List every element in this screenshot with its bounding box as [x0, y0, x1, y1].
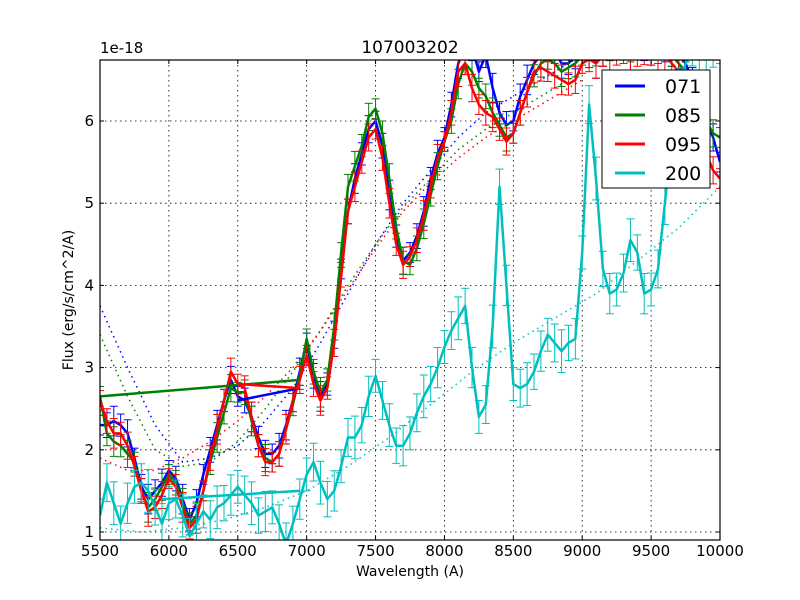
x-tick-label: 5500 — [81, 542, 119, 560]
fit-curve-095 — [100, 79, 583, 472]
series-200 — [100, 60, 720, 540]
legend-label: 200 — [665, 163, 701, 185]
legend-item-085: 085 — [615, 105, 701, 127]
plot-frame — [99, 59, 721, 541]
legend: 071 085 095 200 — [601, 69, 711, 189]
y-tick-label: 3 — [84, 359, 94, 377]
y-axis-label: Flux (erg/s/cm^2/A) — [61, 230, 77, 370]
legend-label: 071 — [665, 76, 701, 98]
axis-ticks: 5500 6000 6500 7000 7500 8000 8500 9000 9500 1000… — [81, 60, 744, 560]
x-tick-label: 9500 — [632, 542, 670, 560]
legend-label: 085 — [665, 105, 701, 127]
y-offset-label: 1e-18 — [100, 39, 143, 57]
chart-title: 107003202 — [361, 38, 458, 58]
legend-item-095: 095 — [615, 134, 701, 156]
x-tick-label: 9000 — [563, 542, 601, 560]
y-tick-label: 6 — [84, 112, 94, 130]
x-tick-label: 7500 — [356, 542, 394, 560]
x-tick-label: 6500 — [219, 542, 257, 560]
y-tick-label: 1 — [84, 523, 94, 541]
y-tick-label: 4 — [84, 276, 94, 294]
fit-curve-085 — [100, 71, 583, 468]
x-axis-label: Wavelength (A) — [356, 564, 464, 580]
y-tick-label: 2 — [84, 441, 94, 459]
x-tick-label: 7000 — [288, 542, 326, 560]
series-095 — [100, 60, 720, 540]
data-series — [100, 60, 720, 540]
x-tick-label: 8500 — [494, 542, 532, 560]
legend-item-200: 200 — [615, 163, 701, 185]
legend-item-071: 071 — [615, 76, 701, 98]
y-tick-label: 5 — [84, 194, 94, 212]
legend-label: 095 — [665, 134, 701, 156]
series-line-200 — [100, 60, 708, 540]
x-tick-label: 10000 — [696, 542, 744, 560]
legend-box — [601, 69, 711, 189]
series-line-095 — [100, 60, 720, 530]
x-tick-label: 8000 — [425, 542, 463, 560]
x-tick-label: 6000 — [150, 542, 188, 560]
